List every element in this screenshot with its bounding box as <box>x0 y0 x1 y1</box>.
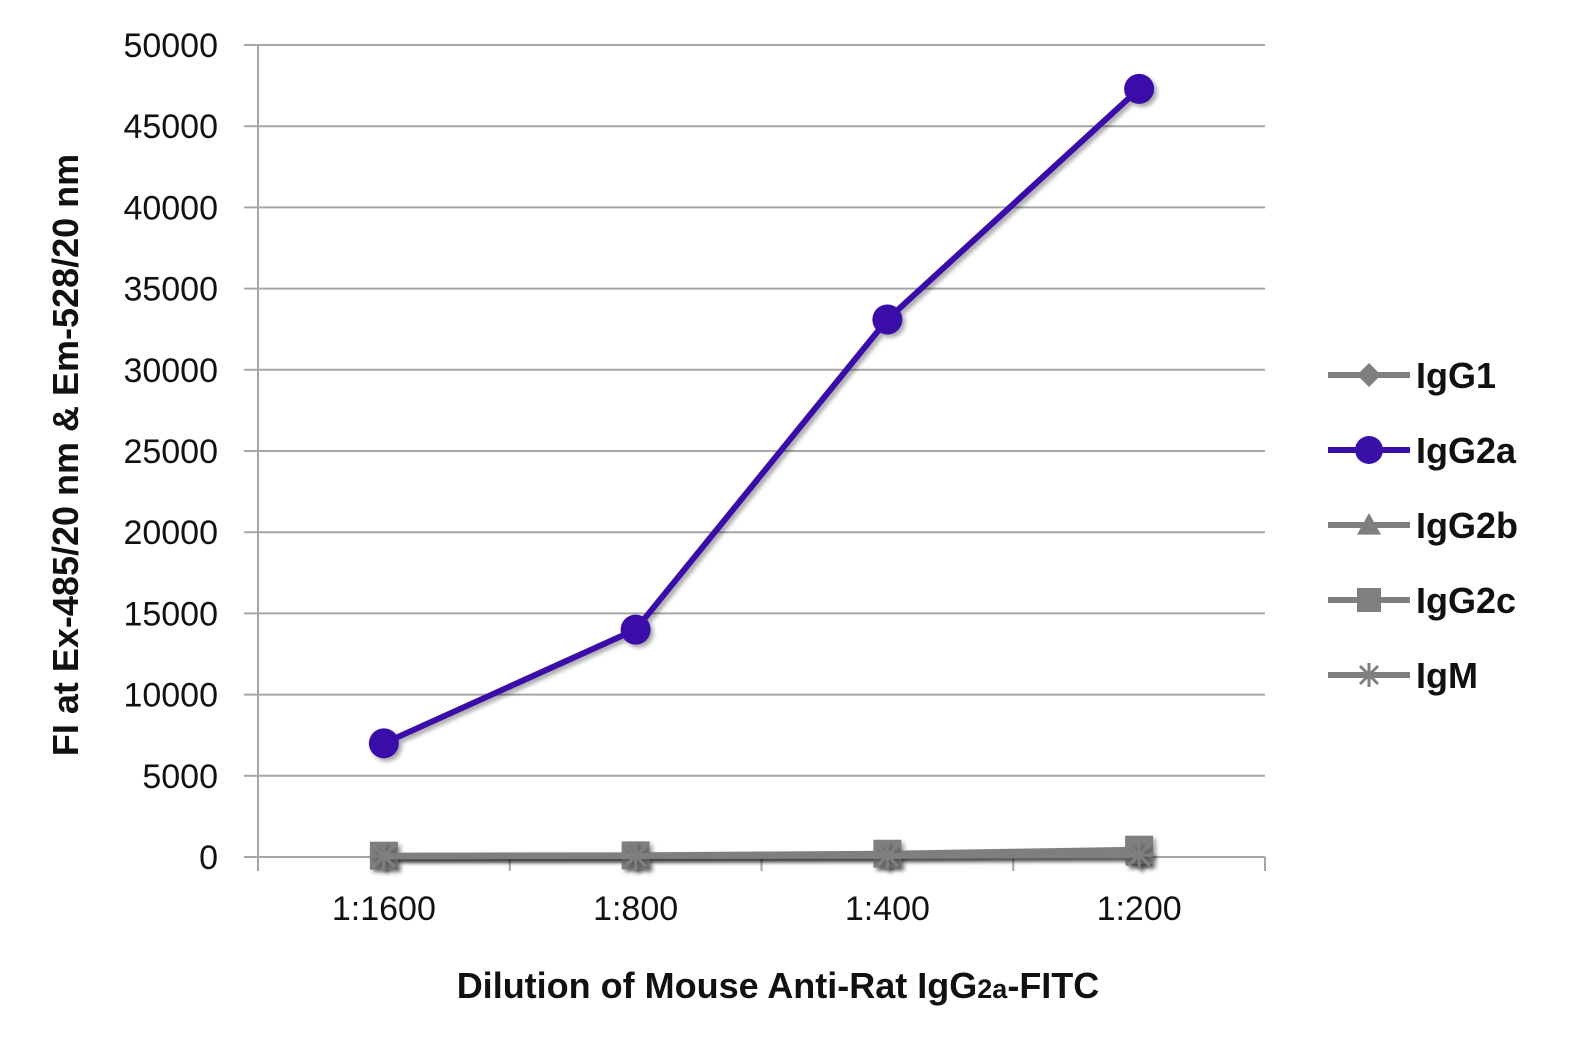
legend-marker <box>1355 436 1383 464</box>
y-tick-label: 5000 <box>142 758 218 796</box>
x-tick-label: 1:400 <box>845 890 930 928</box>
y-tick-label: 30000 <box>123 352 218 390</box>
y-tick-label: 10000 <box>123 677 218 715</box>
series-igm <box>369 841 1154 871</box>
y-tick-label: 35000 <box>123 271 218 309</box>
x-tick-label: 1:200 <box>1097 890 1182 928</box>
y-tick-label: 15000 <box>123 595 218 633</box>
data-point-igm <box>873 841 902 870</box>
legend-item-igg2a: IgG2a <box>1328 430 1517 471</box>
y-tick-label: 25000 <box>123 433 218 471</box>
legend-label: IgG2b <box>1416 505 1518 546</box>
x-axis-title: Dilution of Mouse Anti-Rat IgG2a-FITC <box>457 965 1100 1006</box>
legend-label: IgG1 <box>1416 355 1496 396</box>
data-point-igg2a <box>620 614 651 645</box>
y-tick-labels: 0 5000 10000 15000 20000 25000 30000 35000 40000… <box>123 27 218 877</box>
legend: IgG1 IgG2a IgG2b IgG2c IgM <box>1328 355 1518 696</box>
legend-marker <box>1357 588 1381 612</box>
y-tick-label: 0 <box>199 839 218 877</box>
legend-item-igg1: IgG1 <box>1328 355 1496 396</box>
x-tick-label: 1:800 <box>593 890 678 928</box>
x-axis-title-subscript: 2a <box>977 974 1008 1004</box>
x-axis-title-suffix: -FITC <box>1007 965 1099 1006</box>
series-line-igm <box>383 852 1140 860</box>
y-axis-title: FI at Ex-485/20 nm & Em-528/20 nm <box>45 154 86 756</box>
gridlines <box>258 44 1265 777</box>
legend-label: IgG2c <box>1416 580 1516 621</box>
legend-marker <box>1357 363 1381 387</box>
series-group <box>368 73 1155 871</box>
legend-item-igg2b: IgG2b <box>1328 505 1518 546</box>
y-tick-label: 20000 <box>123 514 218 552</box>
y-tick-label: 45000 <box>123 108 218 146</box>
x-axis-title-prefix: Dilution of Mouse Anti-Rat IgG <box>457 965 978 1006</box>
data-point-igm <box>1125 841 1154 870</box>
series-igg2a <box>368 73 1155 759</box>
data-point-igm <box>621 842 650 871</box>
data-point-igg2a <box>368 728 399 759</box>
legend-marker <box>1357 663 1381 687</box>
data-point-igg2a <box>1124 73 1155 104</box>
y-tick-label: 40000 <box>123 189 218 227</box>
data-point-igm <box>369 842 398 871</box>
series-line-igg2a <box>382 86 1142 747</box>
data-point-igg2a <box>872 304 903 335</box>
legend-label: IgM <box>1416 655 1478 696</box>
legend-marker <box>1357 513 1381 535</box>
legend-item-igm: IgM <box>1328 655 1478 696</box>
y-tick-label: 50000 <box>123 27 218 65</box>
x-tick-label: 1:1600 <box>332 890 436 928</box>
x-tick-labels: 1:1600 1:800 1:400 1:200 <box>332 890 1182 928</box>
legend-label: IgG2a <box>1416 430 1517 471</box>
legend-item-igg2c: IgG2c <box>1328 580 1516 621</box>
